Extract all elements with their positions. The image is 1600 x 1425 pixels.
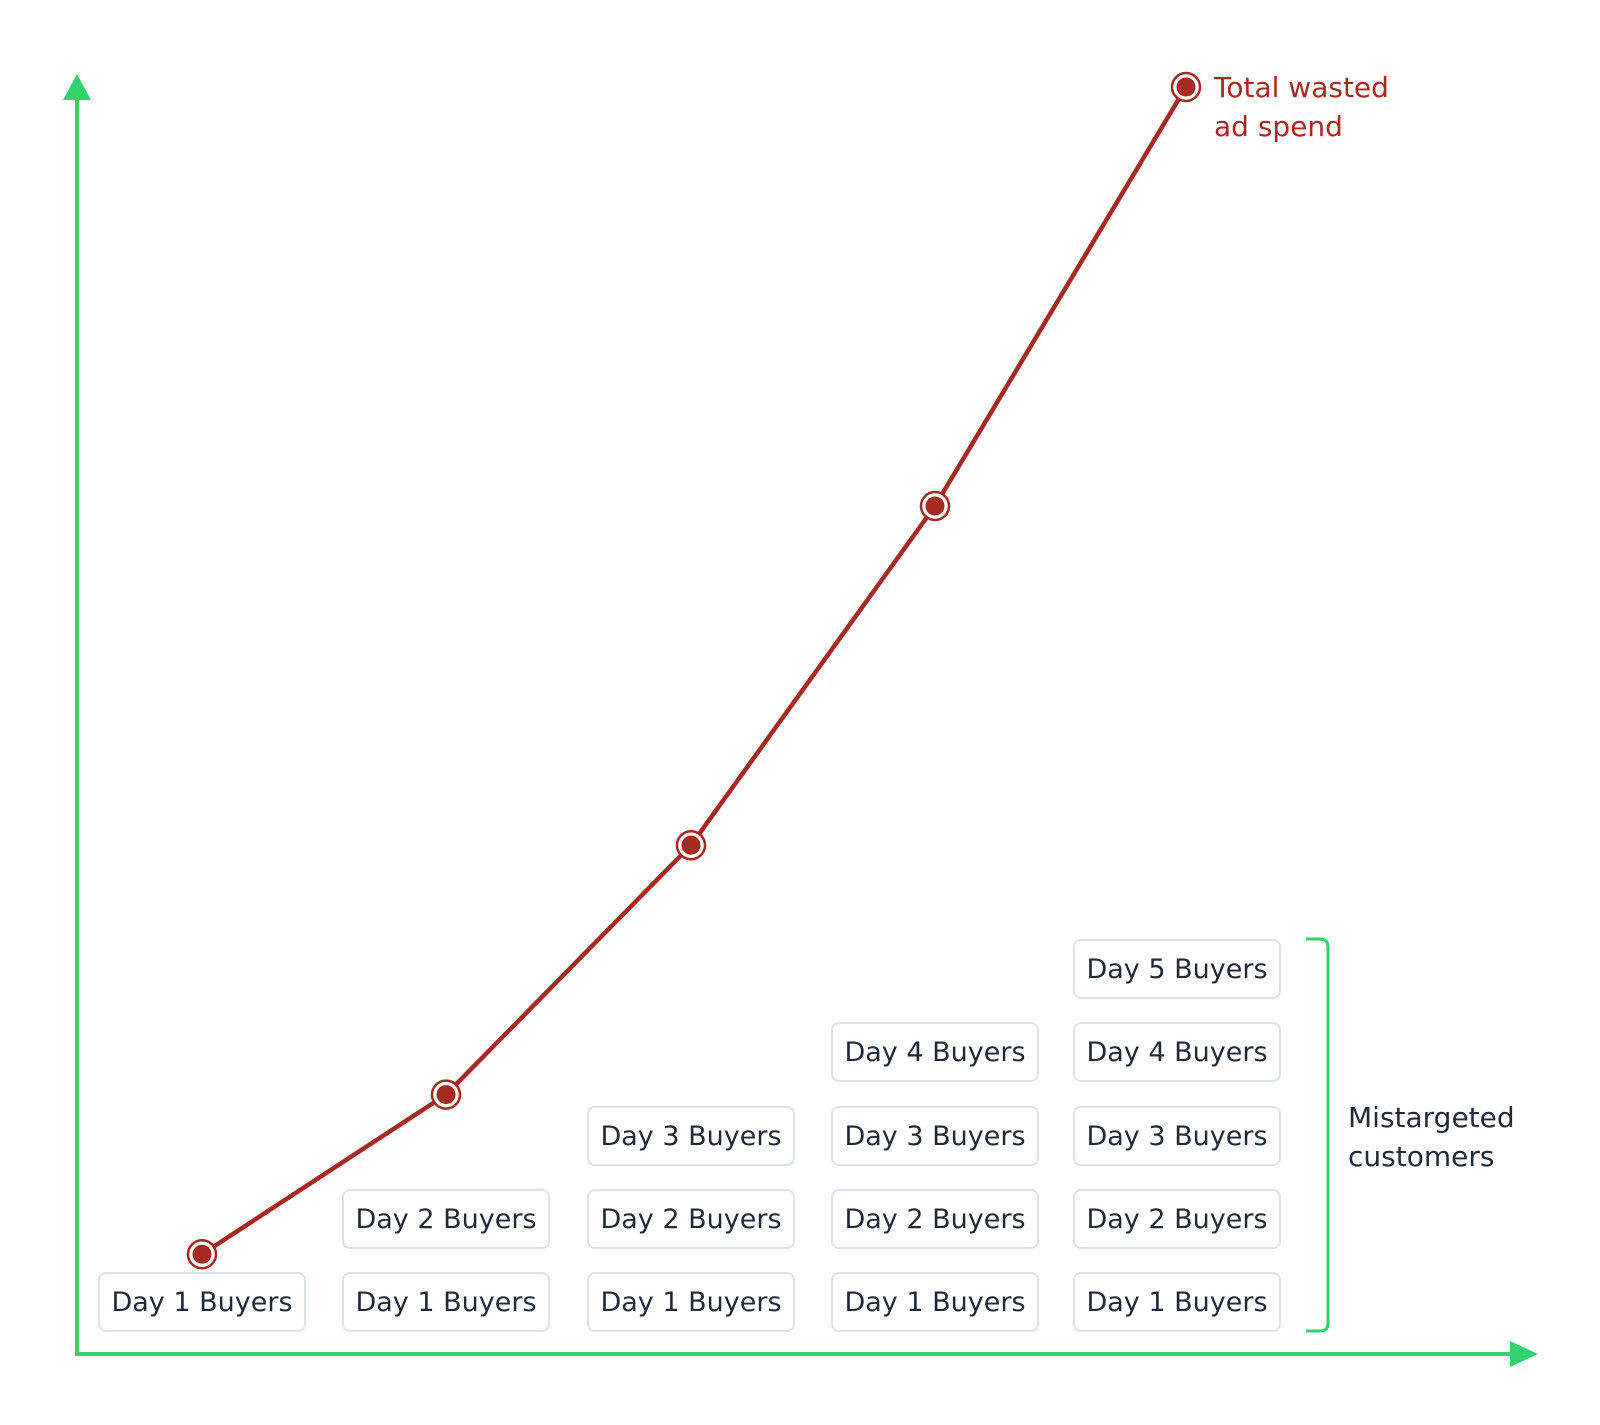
- data-point: [430, 1079, 462, 1110]
- line-label-line-2: ad spend: [1214, 110, 1343, 143]
- data-point-dot: [925, 496, 945, 516]
- line-label-line-1: Total wasted: [1214, 71, 1389, 104]
- buyer-box: Day 2 Buyers: [1073, 1189, 1281, 1249]
- buyer-box: Day 3 Buyers: [587, 1106, 795, 1166]
- bracket-label-line-1: Mistargeted: [1348, 1101, 1515, 1134]
- buyer-box: Day 4 Buyers: [831, 1022, 1039, 1082]
- data-point: [675, 829, 707, 861]
- axes: [63, 74, 1538, 1367]
- data-point-dot: [436, 1085, 456, 1105]
- buyer-box: Day 1 Buyers: [831, 1272, 1039, 1332]
- bracket-shape: [1306, 937, 1330, 1333]
- buyer-box: Day 2 Buyers: [342, 1189, 550, 1249]
- data-point: [919, 490, 951, 522]
- buyer-box: Day 3 Buyers: [1073, 1106, 1281, 1166]
- x-axis-arrow-icon: [1510, 1341, 1538, 1367]
- data-point: [186, 1238, 218, 1270]
- data-point-dot: [1176, 77, 1196, 97]
- series-line: [200, 85, 1188, 1257]
- data-point-dot: [681, 835, 701, 855]
- buyer-box: Day 3 Buyers: [831, 1106, 1039, 1166]
- buyer-box: Day 1 Buyers: [98, 1272, 306, 1332]
- buyer-box: Day 2 Buyers: [587, 1189, 795, 1249]
- bracket-label: Mistargeted customers: [1348, 1098, 1515, 1176]
- bracket: [1306, 937, 1330, 1333]
- bracket-label-line-2: customers: [1348, 1140, 1495, 1173]
- buyer-box: Day 1 Buyers: [587, 1272, 795, 1332]
- buyer-box: Day 5 Buyers: [1073, 939, 1281, 999]
- buyer-box: Day 2 Buyers: [831, 1189, 1039, 1249]
- series-line-group: [186, 71, 1202, 1270]
- buyer-box: Day 4 Buyers: [1073, 1022, 1281, 1082]
- data-point-dot: [192, 1244, 212, 1264]
- data-point: [1170, 71, 1202, 103]
- line-label: Total wasted ad spend: [1214, 68, 1389, 146]
- buyer-box: Day 1 Buyers: [1073, 1272, 1281, 1332]
- y-axis-arrow-icon: [63, 74, 91, 100]
- buyer-box: Day 1 Buyers: [342, 1272, 550, 1332]
